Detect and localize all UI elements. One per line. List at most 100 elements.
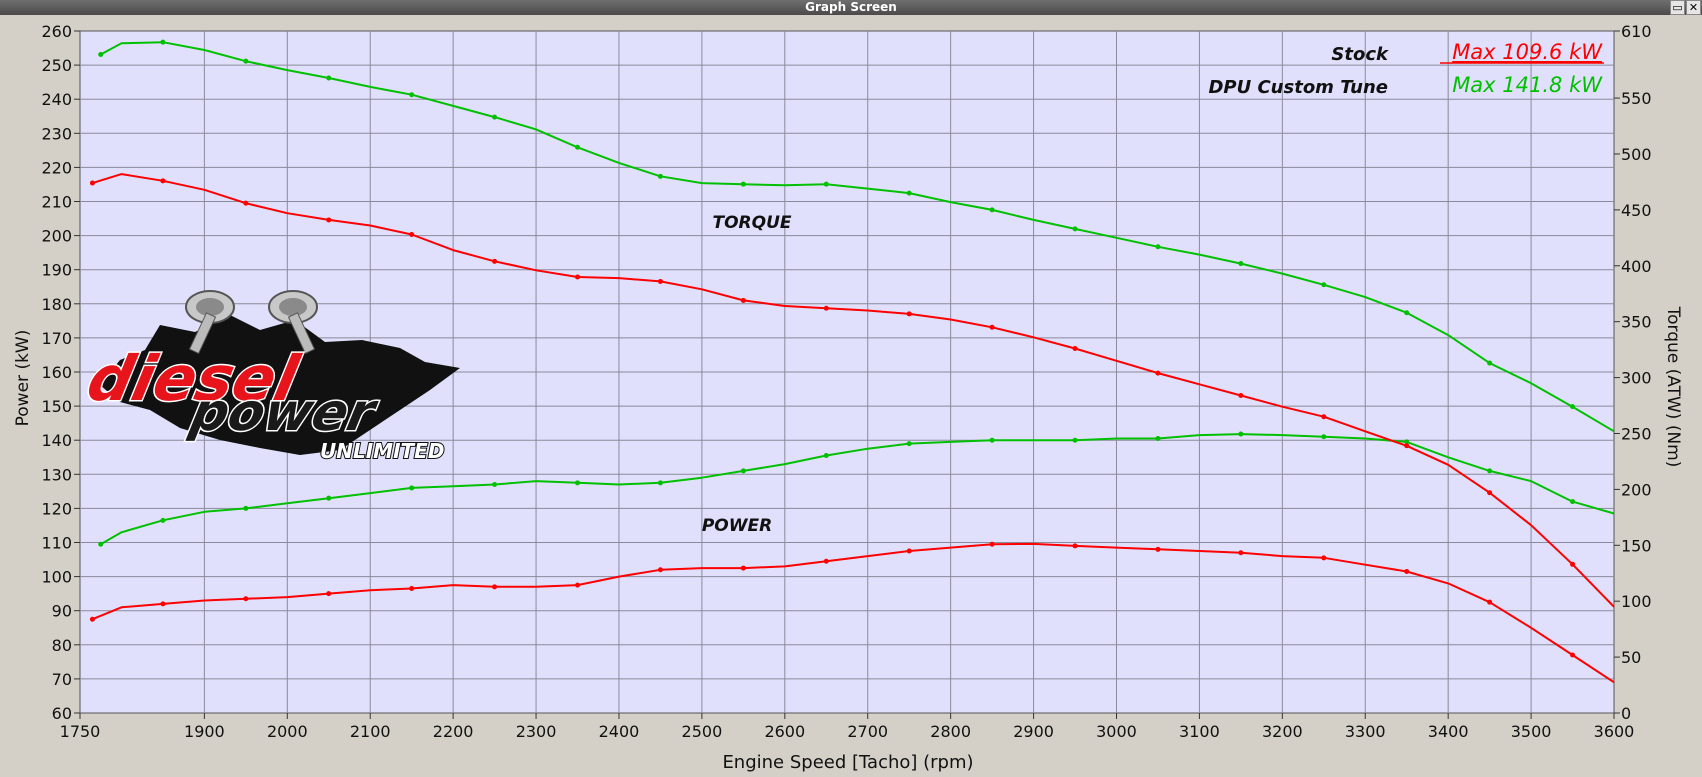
x-tick-label: 2000 xyxy=(267,722,308,741)
tune-torque-point xyxy=(160,39,166,45)
x-tick-label: 2100 xyxy=(350,722,391,741)
torque-annotation: TORQUE xyxy=(712,213,791,233)
y-tick-label: 170 xyxy=(41,329,72,348)
x-tick-label: 2300 xyxy=(516,722,557,741)
tune-torque-point xyxy=(243,58,249,64)
y-tick-label: 210 xyxy=(41,193,72,212)
y-tick-label: 150 xyxy=(41,397,72,416)
tune-torque-point xyxy=(98,51,104,57)
stock-torque-point xyxy=(160,178,166,184)
x-axis-label: Engine Speed [Tacho] (rpm) xyxy=(722,752,973,773)
y-axis-label: Power (kW) xyxy=(13,330,33,427)
stock-power-point xyxy=(1155,546,1161,552)
stock-power-point xyxy=(492,584,498,590)
y-tick-label: 70 xyxy=(52,670,72,689)
legend-tune-name: DPU Custom Tune xyxy=(1208,77,1388,98)
stock-torque-point xyxy=(1487,490,1493,496)
tune-power-point xyxy=(906,441,912,447)
tune-power-point xyxy=(657,480,663,486)
stock-torque-point xyxy=(1570,561,1576,567)
tune-torque-point xyxy=(906,190,912,196)
y-tick-label: 100 xyxy=(41,568,72,587)
y-tick-label: 80 xyxy=(52,636,72,655)
stock-power-point xyxy=(326,591,332,597)
stock-power-line xyxy=(92,542,1615,684)
y-tick-label: 60 xyxy=(52,704,72,723)
tune-torque-point xyxy=(326,75,332,81)
tune-power-point xyxy=(1487,468,1493,474)
x-tick-label: 2400 xyxy=(599,722,640,741)
stock-power-point xyxy=(1072,543,1078,549)
x-tick-label: 3200 xyxy=(1262,722,1303,741)
legend-stock-name: Stock xyxy=(1331,44,1389,65)
close-icon[interactable]: ✕ xyxy=(1686,0,1701,15)
tune-power-point xyxy=(160,517,166,523)
stock-torque-point xyxy=(1072,346,1078,352)
y2-tick-label: 300 xyxy=(1621,369,1652,388)
stock-power-point xyxy=(89,616,95,622)
x-tick-label: 2600 xyxy=(764,722,805,741)
y-tick-label: 160 xyxy=(41,363,72,382)
tune-power-point xyxy=(740,468,746,474)
stock-power-point xyxy=(1487,599,1493,605)
stock-power-point xyxy=(657,567,663,573)
stock-power-point xyxy=(906,548,912,554)
stock-torque-point xyxy=(575,274,581,280)
tune-power-line xyxy=(100,433,1615,546)
tune-power-point xyxy=(1404,439,1410,445)
tune-power-point xyxy=(1570,499,1576,505)
stock-power-point xyxy=(1321,555,1327,561)
tune-torque-point xyxy=(1321,282,1327,288)
x-tick-label: 3400 xyxy=(1428,722,1469,741)
y2-tick-label: 610 xyxy=(1621,22,1652,41)
tune-power-point xyxy=(1321,434,1327,440)
tune-power-point xyxy=(1155,435,1161,441)
stock-power-point xyxy=(160,601,166,607)
logo-word-power: power xyxy=(184,383,383,443)
tune-torque-point xyxy=(823,181,829,187)
y2-tick-label: 100 xyxy=(1621,592,1652,611)
stock-torque-point xyxy=(1404,443,1410,449)
axes: 1750 1900 2000 2100 2200 2300 2400 2500 2600 2700… xyxy=(41,22,1651,741)
stock-torque-point xyxy=(326,217,332,223)
stock-torque-point xyxy=(823,305,829,311)
stock-torque-point xyxy=(657,278,663,284)
y2-tick-label: 50 xyxy=(1621,648,1641,667)
stock-torque-line xyxy=(92,173,1615,608)
y-tick-label: 230 xyxy=(41,124,72,143)
stock-torque-point xyxy=(906,311,912,317)
window-title: Graph Screen xyxy=(805,0,897,14)
stock-power-point xyxy=(740,565,746,571)
y2-tick-label: 500 xyxy=(1621,145,1652,164)
tune-torque-point xyxy=(989,207,995,213)
stock-power-point xyxy=(1404,568,1410,574)
y-tick-label: 200 xyxy=(41,227,72,246)
stock-power-point xyxy=(409,586,415,592)
stock-torque-point xyxy=(989,324,995,330)
stock-power-point xyxy=(989,541,995,547)
x-tick-label: 2200 xyxy=(433,722,474,741)
tune-torque-point xyxy=(492,114,498,120)
tune-torque-point xyxy=(409,92,415,98)
x-tick-label: 2800 xyxy=(930,722,971,741)
tune-torque-point xyxy=(1072,226,1078,232)
y-tick-label: 110 xyxy=(41,534,72,553)
grid xyxy=(80,31,1614,713)
tune-power-point xyxy=(989,437,995,443)
tune-power-point xyxy=(243,505,249,511)
x-tick-label: 1900 xyxy=(184,722,225,741)
restore-icon[interactable]: ▭ xyxy=(1670,0,1685,15)
x-tick-label: 3300 xyxy=(1345,722,1386,741)
y-tick-label: 90 xyxy=(52,602,72,621)
diesel-power-logo: diesel power UNLIMITED xyxy=(80,290,460,464)
y2-tick-label: 150 xyxy=(1621,536,1652,555)
x-tick-label: 2900 xyxy=(1013,722,1054,741)
stock-power-point xyxy=(1238,550,1244,556)
dyno-chart: 1750 1900 2000 2100 2200 2300 2400 2500 2600 2700… xyxy=(0,15,1702,777)
y-tick-label: 140 xyxy=(41,431,72,450)
y-tick-label: 260 xyxy=(41,22,72,41)
tune-power-point xyxy=(492,482,498,488)
stock-torque-point xyxy=(1155,370,1161,376)
y2-tick-label: 0 xyxy=(1621,704,1631,723)
logo-word-unlimited: UNLIMITED xyxy=(320,439,444,463)
